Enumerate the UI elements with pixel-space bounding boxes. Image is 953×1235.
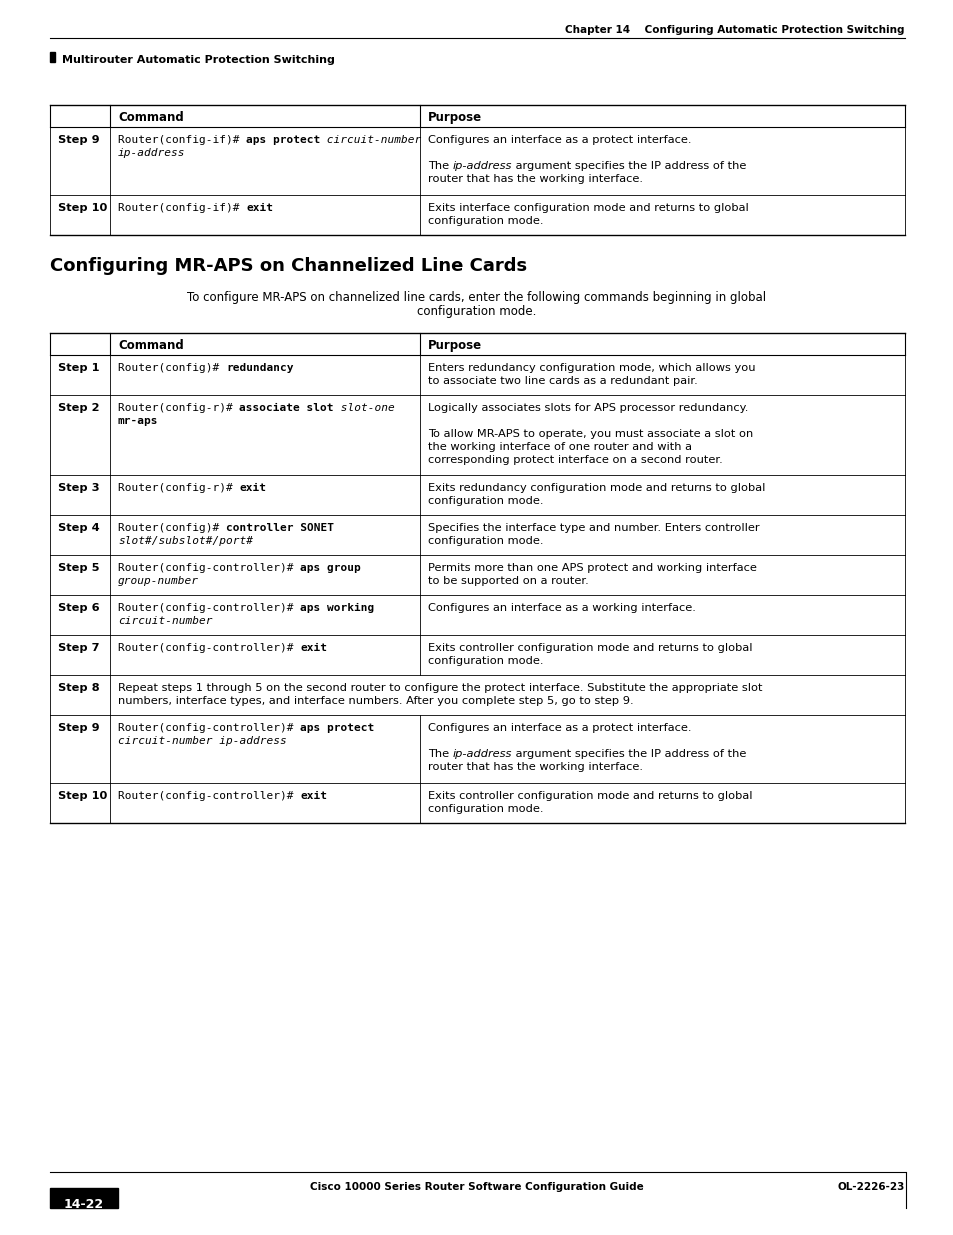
Text: circuit-number: circuit-number xyxy=(118,616,213,626)
Text: Configures an interface as a protect interface.: Configures an interface as a protect int… xyxy=(428,722,691,734)
Text: group-number: group-number xyxy=(118,576,199,585)
Text: Command: Command xyxy=(118,338,184,352)
Text: argument specifies the IP address of the: argument specifies the IP address of the xyxy=(512,161,745,170)
Text: Step 9: Step 9 xyxy=(58,135,99,144)
Text: Router(config)#: Router(config)# xyxy=(118,363,226,373)
Text: Exits controller configuration mode and returns to global: Exits controller configuration mode and … xyxy=(428,643,752,653)
Text: Configuring MR-APS on Channelized Line Cards: Configuring MR-APS on Channelized Line C… xyxy=(50,257,527,275)
Text: Step 10: Step 10 xyxy=(58,203,108,212)
Text: configuration mode.: configuration mode. xyxy=(428,536,543,546)
Text: Cisco 10000 Series Router Software Configuration Guide: Cisco 10000 Series Router Software Confi… xyxy=(310,1182,643,1192)
Text: configuration mode.: configuration mode. xyxy=(416,305,537,317)
Text: argument specifies the IP address of the: argument specifies the IP address of the xyxy=(512,748,745,760)
Text: OL-2226-23: OL-2226-23 xyxy=(837,1182,904,1192)
Text: Step 8: Step 8 xyxy=(58,683,99,693)
Text: numbers, interface types, and interface numbers. After you complete step 5, go t: numbers, interface types, and interface … xyxy=(118,697,633,706)
Text: Step 6: Step 6 xyxy=(58,603,99,613)
Text: Router(config-r)#: Router(config-r)# xyxy=(118,483,239,493)
Text: Enters redundancy configuration mode, which allows you: Enters redundancy configuration mode, wh… xyxy=(428,363,755,373)
Text: circuit-number ip-address: circuit-number ip-address xyxy=(118,736,287,746)
Text: Specifies the interface type and number. Enters controller: Specifies the interface type and number.… xyxy=(428,522,759,534)
Text: The: The xyxy=(428,161,453,170)
Text: Step 10: Step 10 xyxy=(58,790,108,802)
Text: Step 1: Step 1 xyxy=(58,363,99,373)
Text: Exits interface configuration mode and returns to global: Exits interface configuration mode and r… xyxy=(428,203,748,212)
Text: 14-22: 14-22 xyxy=(64,1198,104,1212)
Text: mr-aps: mr-aps xyxy=(118,416,158,426)
Text: exit: exit xyxy=(300,643,327,653)
Text: exit: exit xyxy=(300,790,327,802)
Text: Step 4: Step 4 xyxy=(58,522,99,534)
Text: slot#/subslot#/port#: slot#/subslot#/port# xyxy=(118,536,253,546)
Text: configuration mode.: configuration mode. xyxy=(428,804,543,814)
Text: Multirouter Automatic Protection Switching: Multirouter Automatic Protection Switchi… xyxy=(62,56,335,65)
Text: Step 3: Step 3 xyxy=(58,483,99,493)
Text: Exits redundancy configuration mode and returns to global: Exits redundancy configuration mode and … xyxy=(428,483,764,493)
Text: Exits controller configuration mode and returns to global: Exits controller configuration mode and … xyxy=(428,790,752,802)
Text: aps working: aps working xyxy=(300,603,375,613)
Text: Configures an interface as a working interface.: Configures an interface as a working int… xyxy=(428,603,695,613)
Text: ip-address: ip-address xyxy=(453,748,512,760)
Text: configuration mode.: configuration mode. xyxy=(428,656,543,666)
Text: Router(config-controller)#: Router(config-controller)# xyxy=(118,563,300,573)
Text: slot-one: slot-one xyxy=(334,403,395,412)
Text: exit: exit xyxy=(239,483,266,493)
Text: Repeat steps 1 through 5 on the second router to configure the protect interface: Repeat steps 1 through 5 on the second r… xyxy=(118,683,761,693)
Text: Step 7: Step 7 xyxy=(58,643,99,653)
Text: Router(config-if)#: Router(config-if)# xyxy=(118,203,246,212)
Text: controller SONET: controller SONET xyxy=(226,522,334,534)
Text: Step 9: Step 9 xyxy=(58,722,99,734)
Text: Purpose: Purpose xyxy=(428,338,481,352)
Text: Step 5: Step 5 xyxy=(58,563,99,573)
Text: configuration mode.: configuration mode. xyxy=(428,496,543,506)
Text: corresponding protect interface on a second router.: corresponding protect interface on a sec… xyxy=(428,454,722,466)
Text: Command: Command xyxy=(118,111,184,124)
Text: Purpose: Purpose xyxy=(428,111,481,124)
Text: aps protect: aps protect xyxy=(300,722,375,734)
Text: router that has the working interface.: router that has the working interface. xyxy=(428,762,642,772)
Bar xyxy=(50,52,55,62)
Text: to be supported on a router.: to be supported on a router. xyxy=(428,576,588,585)
Text: Step 2: Step 2 xyxy=(58,403,99,412)
Text: Chapter 14    Configuring Automatic Protection Switching: Chapter 14 Configuring Automatic Protect… xyxy=(565,25,904,35)
Text: Router(config)#: Router(config)# xyxy=(118,522,226,534)
Text: Permits more than one APS protect and working interface: Permits more than one APS protect and wo… xyxy=(428,563,756,573)
Text: Router(config-controller)#: Router(config-controller)# xyxy=(118,790,300,802)
Text: Router(config-controller)#: Router(config-controller)# xyxy=(118,643,300,653)
Text: redundancy: redundancy xyxy=(226,363,294,373)
Text: To configure MR-APS on channelized line cards, enter the following commands begi: To configure MR-APS on channelized line … xyxy=(187,291,766,304)
Text: ip-address: ip-address xyxy=(453,161,512,170)
Text: configuration mode.: configuration mode. xyxy=(428,216,543,226)
Text: aps group: aps group xyxy=(300,563,360,573)
Text: The: The xyxy=(428,748,453,760)
Text: Router(config-controller)#: Router(config-controller)# xyxy=(118,603,300,613)
Text: to associate two line cards as a redundant pair.: to associate two line cards as a redunda… xyxy=(428,375,697,387)
Text: exit: exit xyxy=(246,203,273,212)
Text: Logically associates slots for APS processor redundancy.: Logically associates slots for APS proce… xyxy=(428,403,747,412)
Text: Router(config-if)#: Router(config-if)# xyxy=(118,135,246,144)
Text: associate slot: associate slot xyxy=(239,403,334,412)
Text: Router(config-controller)#: Router(config-controller)# xyxy=(118,722,300,734)
Bar xyxy=(50,1188,118,1208)
Text: router that has the working interface.: router that has the working interface. xyxy=(428,174,642,184)
Text: aps protect: aps protect xyxy=(246,135,320,144)
Text: the working interface of one router and with a: the working interface of one router and … xyxy=(428,442,691,452)
Text: Router(config-r)#: Router(config-r)# xyxy=(118,403,239,412)
Text: circuit-number: circuit-number xyxy=(320,135,421,144)
Text: Configures an interface as a protect interface.: Configures an interface as a protect int… xyxy=(428,135,691,144)
Text: ip-address: ip-address xyxy=(118,148,185,158)
Text: To allow MR-APS to operate, you must associate a slot on: To allow MR-APS to operate, you must ass… xyxy=(428,429,753,438)
